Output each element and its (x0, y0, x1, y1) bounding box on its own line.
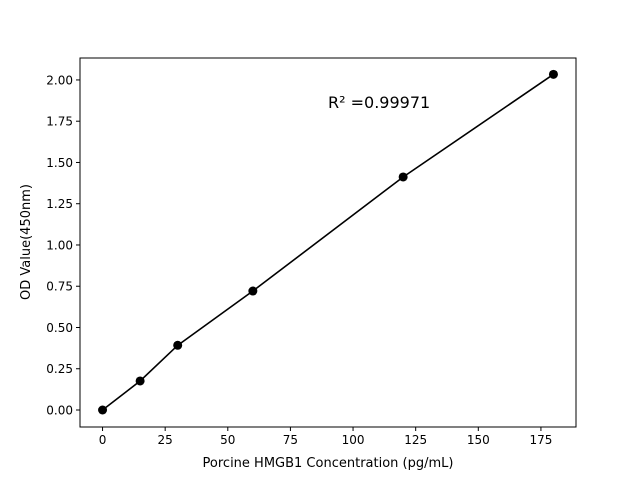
x-tick-label: 0 (99, 433, 107, 447)
data-point (398, 172, 408, 182)
annotation-r-squared: R² =0.99971 (328, 93, 430, 112)
y-tick-label: 1.00 (46, 238, 73, 252)
y-tick-label: 1.75 (46, 115, 73, 129)
y-tick-label: 1.50 (46, 156, 73, 170)
y-tick-label: 0.25 (46, 362, 73, 376)
x-tick-label: 150 (467, 433, 490, 447)
x-tick-label: 175 (529, 433, 552, 447)
x-tick-label: 75 (283, 433, 298, 447)
y-axis: 0.00 0.25 0.50 0.75 1.00 1.25 1.50 1.75 2.00 (46, 73, 80, 418)
series-line (102, 73, 554, 411)
plot-area (98, 69, 558, 415)
data-point (248, 286, 258, 296)
y-axis-label: OD Value(450nm) (19, 184, 34, 300)
y-tick-label: 2.00 (46, 73, 73, 87)
axes-frame (79, 57, 577, 428)
data-point (98, 405, 108, 415)
x-tick-label: 100 (342, 433, 365, 447)
y-tick-label: 0.50 (46, 321, 73, 335)
x-tick-label: 50 (220, 433, 235, 447)
y-tick-label: 0.75 (46, 280, 73, 294)
data-point (173, 340, 183, 350)
x-axis-label: Porcine HMGB1 Concentration (pg/mL) (203, 456, 454, 471)
data-point (548, 69, 558, 79)
y-tick-label: 1.25 (46, 197, 73, 211)
data-point (135, 376, 145, 386)
y-tick-label: 0.00 (46, 404, 73, 418)
x-tick-label: 25 (158, 433, 173, 447)
x-axis: 0 25 50 75 100 125 150 175 (99, 427, 552, 447)
x-tick-label: 125 (404, 433, 427, 447)
